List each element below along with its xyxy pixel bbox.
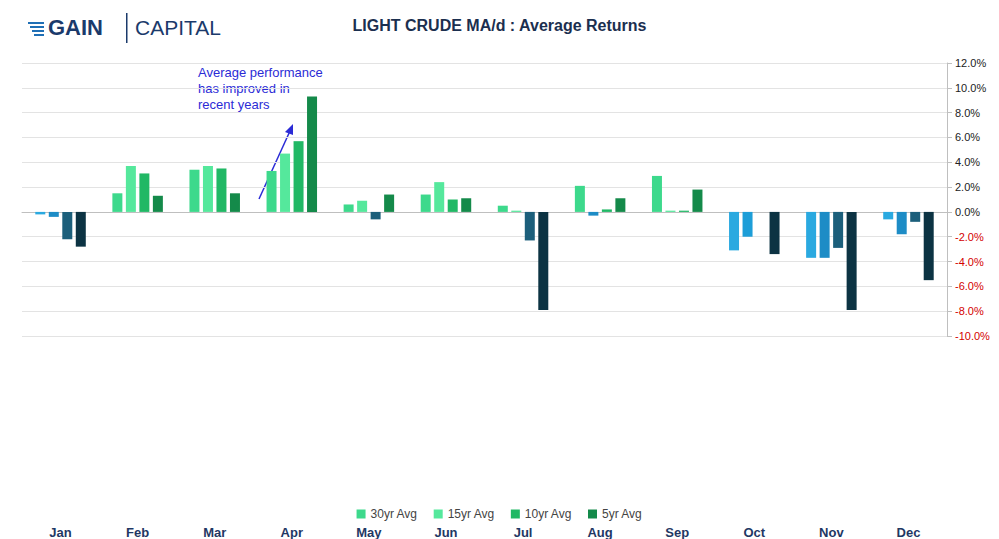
svg-text:Average performance: Average performance bbox=[198, 65, 323, 80]
svg-text:-6.0%: -6.0% bbox=[955, 280, 984, 292]
svg-text:Feb: Feb bbox=[126, 525, 149, 539]
svg-text:GAIN: GAIN bbox=[48, 15, 103, 40]
svg-text:-10.0%: -10.0% bbox=[955, 330, 990, 342]
svg-text:6.0%: 6.0% bbox=[955, 131, 980, 143]
svg-text:Sep: Sep bbox=[665, 525, 689, 539]
svg-text:LIGHT CRUDE MA/d : Average Ret: LIGHT CRUDE MA/d : Average Returns bbox=[353, 17, 647, 34]
svg-text:Jun: Jun bbox=[434, 525, 457, 539]
svg-text:5yr Avg: 5yr Avg bbox=[602, 507, 642, 521]
svg-text:4.0%: 4.0% bbox=[955, 156, 980, 168]
svg-text:2.0%: 2.0% bbox=[955, 181, 980, 193]
svg-text:Dec: Dec bbox=[897, 525, 921, 539]
svg-text:has improved in: has improved in bbox=[198, 80, 290, 96]
svg-text:Nov: Nov bbox=[819, 525, 844, 539]
svg-text:30yr Avg: 30yr Avg bbox=[371, 507, 417, 521]
svg-text:-4.0%: -4.0% bbox=[955, 256, 984, 268]
svg-text:-2.0%: -2.0% bbox=[955, 231, 984, 243]
svg-text:10.0%: 10.0% bbox=[955, 82, 986, 94]
svg-text:recent years: recent years bbox=[198, 97, 270, 112]
svg-text:Apr: Apr bbox=[281, 525, 303, 539]
svg-text:15yr Avg: 15yr Avg bbox=[448, 507, 494, 521]
svg-text:10yr Avg: 10yr Avg bbox=[525, 507, 571, 521]
svg-text:0.0%: 0.0% bbox=[955, 206, 980, 218]
svg-text:8.0%: 8.0% bbox=[955, 107, 980, 119]
svg-text:-8.0%: -8.0% bbox=[955, 305, 984, 317]
svg-text:Aug: Aug bbox=[587, 525, 612, 539]
svg-text:CAPITAL: CAPITAL bbox=[135, 16, 221, 39]
svg-text:12.0%: 12.0% bbox=[955, 57, 986, 69]
svg-text:Jan: Jan bbox=[49, 525, 71, 539]
svg-text:May: May bbox=[356, 525, 382, 539]
svg-text:Jul: Jul bbox=[514, 525, 533, 539]
svg-text:Oct: Oct bbox=[743, 525, 765, 539]
svg-text:Mar: Mar bbox=[203, 525, 226, 539]
